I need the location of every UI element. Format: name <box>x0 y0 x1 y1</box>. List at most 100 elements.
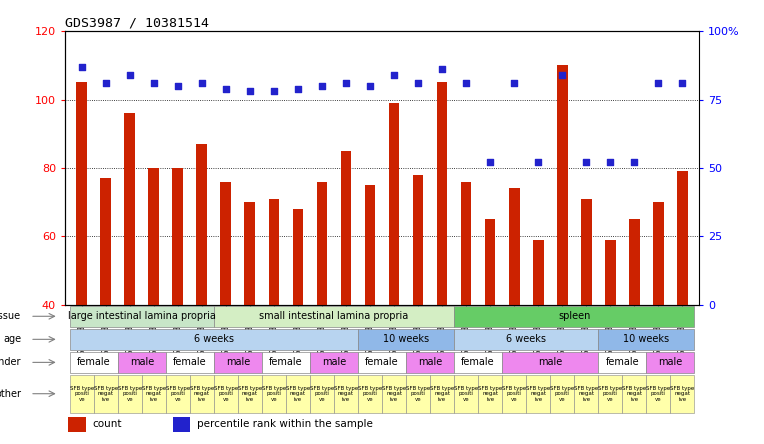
FancyBboxPatch shape <box>310 352 358 373</box>
Point <box>460 79 472 87</box>
Bar <box>413 175 423 305</box>
Point <box>484 159 496 166</box>
FancyBboxPatch shape <box>454 305 694 327</box>
Point <box>292 85 304 92</box>
Point <box>340 79 352 87</box>
Point <box>268 88 280 95</box>
Text: percentile rank within the sample: percentile rank within the sample <box>197 419 373 429</box>
FancyBboxPatch shape <box>598 352 646 373</box>
Bar <box>533 240 543 305</box>
Bar <box>652 202 664 305</box>
Text: count: count <box>92 419 121 429</box>
Text: 6 weeks: 6 weeks <box>194 334 234 345</box>
Bar <box>148 168 159 305</box>
Text: female: female <box>365 357 399 367</box>
Bar <box>605 240 616 305</box>
FancyBboxPatch shape <box>70 352 118 373</box>
Text: SFB type
positi
ve: SFB type positi ve <box>598 386 623 402</box>
FancyBboxPatch shape <box>214 375 238 413</box>
FancyBboxPatch shape <box>454 352 502 373</box>
Point <box>316 82 328 89</box>
Text: female: female <box>461 357 495 367</box>
Text: SFB type
negat
ive: SFB type negat ive <box>286 386 310 402</box>
Point <box>604 159 617 166</box>
Bar <box>341 151 351 305</box>
Text: SFB type
negat
ive: SFB type negat ive <box>430 386 454 402</box>
Text: SFB type
negat
ive: SFB type negat ive <box>622 386 646 402</box>
Point <box>388 71 400 79</box>
Bar <box>581 199 591 305</box>
Bar <box>221 182 231 305</box>
Text: SFB type
positi
ve: SFB type positi ve <box>406 386 430 402</box>
Bar <box>557 65 568 305</box>
Bar <box>509 188 520 305</box>
Text: SFB type
negat
ive: SFB type negat ive <box>382 386 406 402</box>
Bar <box>293 209 303 305</box>
Text: age: age <box>3 334 21 345</box>
FancyBboxPatch shape <box>406 375 430 413</box>
Text: GDS3987 / 10381514: GDS3987 / 10381514 <box>65 17 209 30</box>
FancyBboxPatch shape <box>622 375 646 413</box>
Point <box>436 66 448 73</box>
Point <box>532 159 544 166</box>
FancyBboxPatch shape <box>70 329 358 350</box>
Bar <box>316 182 327 305</box>
FancyBboxPatch shape <box>334 375 358 413</box>
FancyBboxPatch shape <box>142 375 166 413</box>
FancyBboxPatch shape <box>646 375 670 413</box>
Point <box>76 63 88 70</box>
FancyBboxPatch shape <box>262 375 286 413</box>
Text: SFB type
negat
ive: SFB type negat ive <box>334 386 358 402</box>
Text: SFB type
positi
ve: SFB type positi ve <box>214 386 238 402</box>
Text: SFB type
negat
ive: SFB type negat ive <box>670 386 694 402</box>
Text: SFB type
negat
ive: SFB type negat ive <box>526 386 550 402</box>
Text: SFB type
negat
ive: SFB type negat ive <box>238 386 262 402</box>
FancyBboxPatch shape <box>118 375 142 413</box>
Point <box>147 79 160 87</box>
FancyBboxPatch shape <box>502 375 526 413</box>
Point <box>652 79 665 87</box>
Bar <box>364 185 375 305</box>
Bar <box>173 417 190 432</box>
Text: large intestinal lamina propria: large intestinal lamina propria <box>68 311 215 321</box>
Text: small intestinal lamina propria: small intestinal lamina propria <box>259 311 409 321</box>
Point <box>124 71 136 79</box>
Bar <box>389 103 400 305</box>
Text: male: male <box>538 357 562 367</box>
Text: female: female <box>77 357 111 367</box>
Bar <box>196 144 207 305</box>
Text: SFB type
positi
ve: SFB type positi ve <box>310 386 334 402</box>
Bar <box>100 178 112 305</box>
Text: spleen: spleen <box>558 311 591 321</box>
FancyBboxPatch shape <box>214 352 262 373</box>
FancyBboxPatch shape <box>430 375 454 413</box>
Text: SFB type
negat
ive: SFB type negat ive <box>189 386 214 402</box>
Text: SFB type
negat
ive: SFB type negat ive <box>478 386 502 402</box>
Point <box>556 71 568 79</box>
Text: SFB type
negat
ive: SFB type negat ive <box>94 386 118 402</box>
FancyBboxPatch shape <box>94 375 118 413</box>
Point <box>220 85 232 92</box>
FancyBboxPatch shape <box>550 375 575 413</box>
Text: male: male <box>658 357 682 367</box>
Bar <box>461 182 471 305</box>
FancyBboxPatch shape <box>166 375 189 413</box>
FancyBboxPatch shape <box>454 329 598 350</box>
Point <box>508 79 520 87</box>
FancyBboxPatch shape <box>478 375 502 413</box>
FancyBboxPatch shape <box>166 352 214 373</box>
Point <box>676 79 688 87</box>
FancyBboxPatch shape <box>70 375 94 413</box>
FancyBboxPatch shape <box>454 375 478 413</box>
Text: male: male <box>418 357 442 367</box>
FancyBboxPatch shape <box>238 375 262 413</box>
Text: male: male <box>322 357 346 367</box>
Text: 10 weeks: 10 weeks <box>383 334 429 345</box>
FancyBboxPatch shape <box>646 352 694 373</box>
FancyBboxPatch shape <box>358 352 406 373</box>
Bar <box>68 417 86 432</box>
FancyBboxPatch shape <box>214 305 454 327</box>
FancyBboxPatch shape <box>598 329 694 350</box>
FancyBboxPatch shape <box>70 305 214 327</box>
FancyBboxPatch shape <box>189 375 214 413</box>
